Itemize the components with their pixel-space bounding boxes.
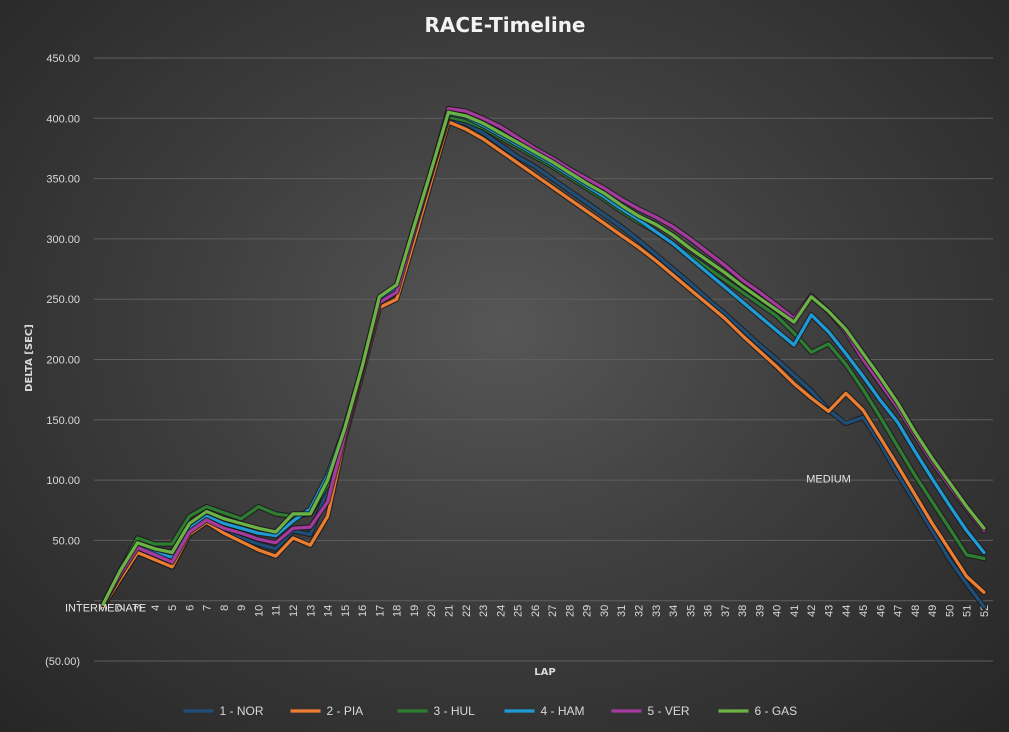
chart-title: RACE-Timeline — [425, 13, 586, 37]
x-tick-label: 4 — [150, 605, 162, 611]
y-tick-label: 200.00 — [46, 355, 80, 367]
x-tick-label: 15 — [340, 605, 352, 617]
y-tick-label: 450.00 — [46, 53, 80, 65]
legend-entry: 2 - PIA — [327, 704, 364, 718]
x-tick-label: 8 — [219, 605, 231, 611]
x-tick-label: 17 — [374, 605, 386, 617]
y-tick-label: - — [76, 596, 80, 608]
x-tick-label: 47 — [893, 605, 905, 617]
x-tick-label: 38 — [737, 605, 749, 617]
legend: 1 - NOR 2 - PIA 3 - HUL 4 - HAM 5 - VER 6 - G… — [183, 704, 798, 718]
x-tick-label: 19 — [409, 605, 421, 617]
legend-entry: 3 - HUL — [434, 704, 476, 718]
x-tick-label: 30 — [599, 605, 611, 617]
x-tick-label: 12 — [288, 605, 300, 617]
x-tick-label: 43 — [824, 605, 836, 617]
x-tick-label: 50 — [944, 605, 956, 617]
x-tick-label: 44 — [841, 605, 853, 617]
x-tick-label: 23 — [478, 605, 490, 617]
x-tick-label: 13 — [305, 605, 317, 617]
x-tick-label: 31 — [616, 605, 628, 617]
y-tick-label: 100.00 — [46, 475, 80, 487]
annotation-label: MEDIUM — [806, 474, 851, 486]
y-tick-label: (50.00) — [45, 656, 80, 668]
x-tick-label: 49 — [927, 605, 939, 617]
y-axis-ticks: (50.00) - 50.00 100.00 150.00 200.00 250.00 300… — [45, 53, 80, 668]
y-axis-title: DELTA [SEC] — [24, 324, 35, 392]
x-tick-label: 32 — [634, 605, 646, 617]
x-tick-label: 22 — [461, 605, 473, 617]
x-tick-label: 9 — [236, 605, 248, 611]
gridlines — [94, 57, 993, 662]
x-tick-label: 7 — [202, 605, 214, 611]
x-tick-label: 5 — [167, 605, 179, 611]
series-line-2-pia — [101, 120, 986, 609]
x-tick-label: 27 — [547, 605, 559, 617]
x-tick-label: 16 — [357, 605, 369, 617]
x-tick-label: 10 — [253, 605, 265, 617]
x-tick-label: 41 — [789, 605, 801, 617]
x-tick-label: 3 — [133, 605, 145, 611]
x-tick-label: 45 — [858, 605, 870, 617]
x-tick-label: 2 — [115, 605, 127, 611]
legend-entry: 6 - GAS — [755, 704, 798, 718]
x-axis-title: LAP — [534, 667, 555, 678]
x-tick-label: 34 — [668, 605, 680, 617]
series-line-6-gas — [101, 110, 986, 606]
legend-entry: 4 - HAM — [541, 704, 585, 718]
x-tick-label: 21 — [443, 605, 455, 617]
x-tick-label: 48 — [910, 605, 922, 617]
legend-entry: 1 - NOR — [220, 704, 264, 718]
x-tick-label: 20 — [426, 605, 438, 617]
x-axis-ticks: 1 2 3 4 5 6 7 8 9 10 11 12 13 14 15 16 17 18 19 20 21 22 23 24 2… — [98, 605, 991, 617]
x-tick-label: 36 — [703, 605, 715, 617]
x-tick-label: 6 — [184, 605, 196, 611]
x-tick-label: 25 — [513, 605, 525, 617]
y-tick-label: 50.00 — [52, 535, 80, 547]
x-tick-label: 29 — [582, 605, 594, 617]
series-line-1-nor — [101, 117, 986, 609]
x-tick-label: 37 — [720, 605, 732, 617]
y-tick-label: 150.00 — [46, 415, 80, 427]
x-tick-label: 39 — [754, 605, 766, 617]
x-tick-label: 46 — [875, 605, 887, 617]
x-tick-label: 18 — [392, 605, 404, 617]
y-tick-label: 300.00 — [46, 234, 80, 246]
x-tick-label: 24 — [495, 605, 507, 617]
x-tick-label: 35 — [685, 605, 697, 617]
legend-entry: 5 - VER — [648, 704, 690, 718]
x-tick-label: 28 — [564, 605, 576, 617]
x-tick-label: 40 — [772, 605, 784, 617]
annotation-label: INTERMEDIATE — [65, 603, 146, 615]
x-tick-label: 14 — [323, 605, 335, 617]
x-tick-label: 42 — [806, 605, 818, 617]
x-tick-label: 11 — [271, 605, 283, 616]
x-tick-label: 26 — [530, 605, 542, 617]
annotations: INTERMEDIATE MEDIUM — [65, 474, 851, 615]
y-tick-label: 350.00 — [46, 174, 80, 186]
y-tick-label: 400.00 — [46, 113, 80, 125]
series-lines — [100, 105, 987, 610]
x-tick-label: 33 — [651, 605, 663, 617]
y-tick-label: 250.00 — [46, 294, 80, 306]
x-tick-label: 51 — [962, 605, 974, 617]
